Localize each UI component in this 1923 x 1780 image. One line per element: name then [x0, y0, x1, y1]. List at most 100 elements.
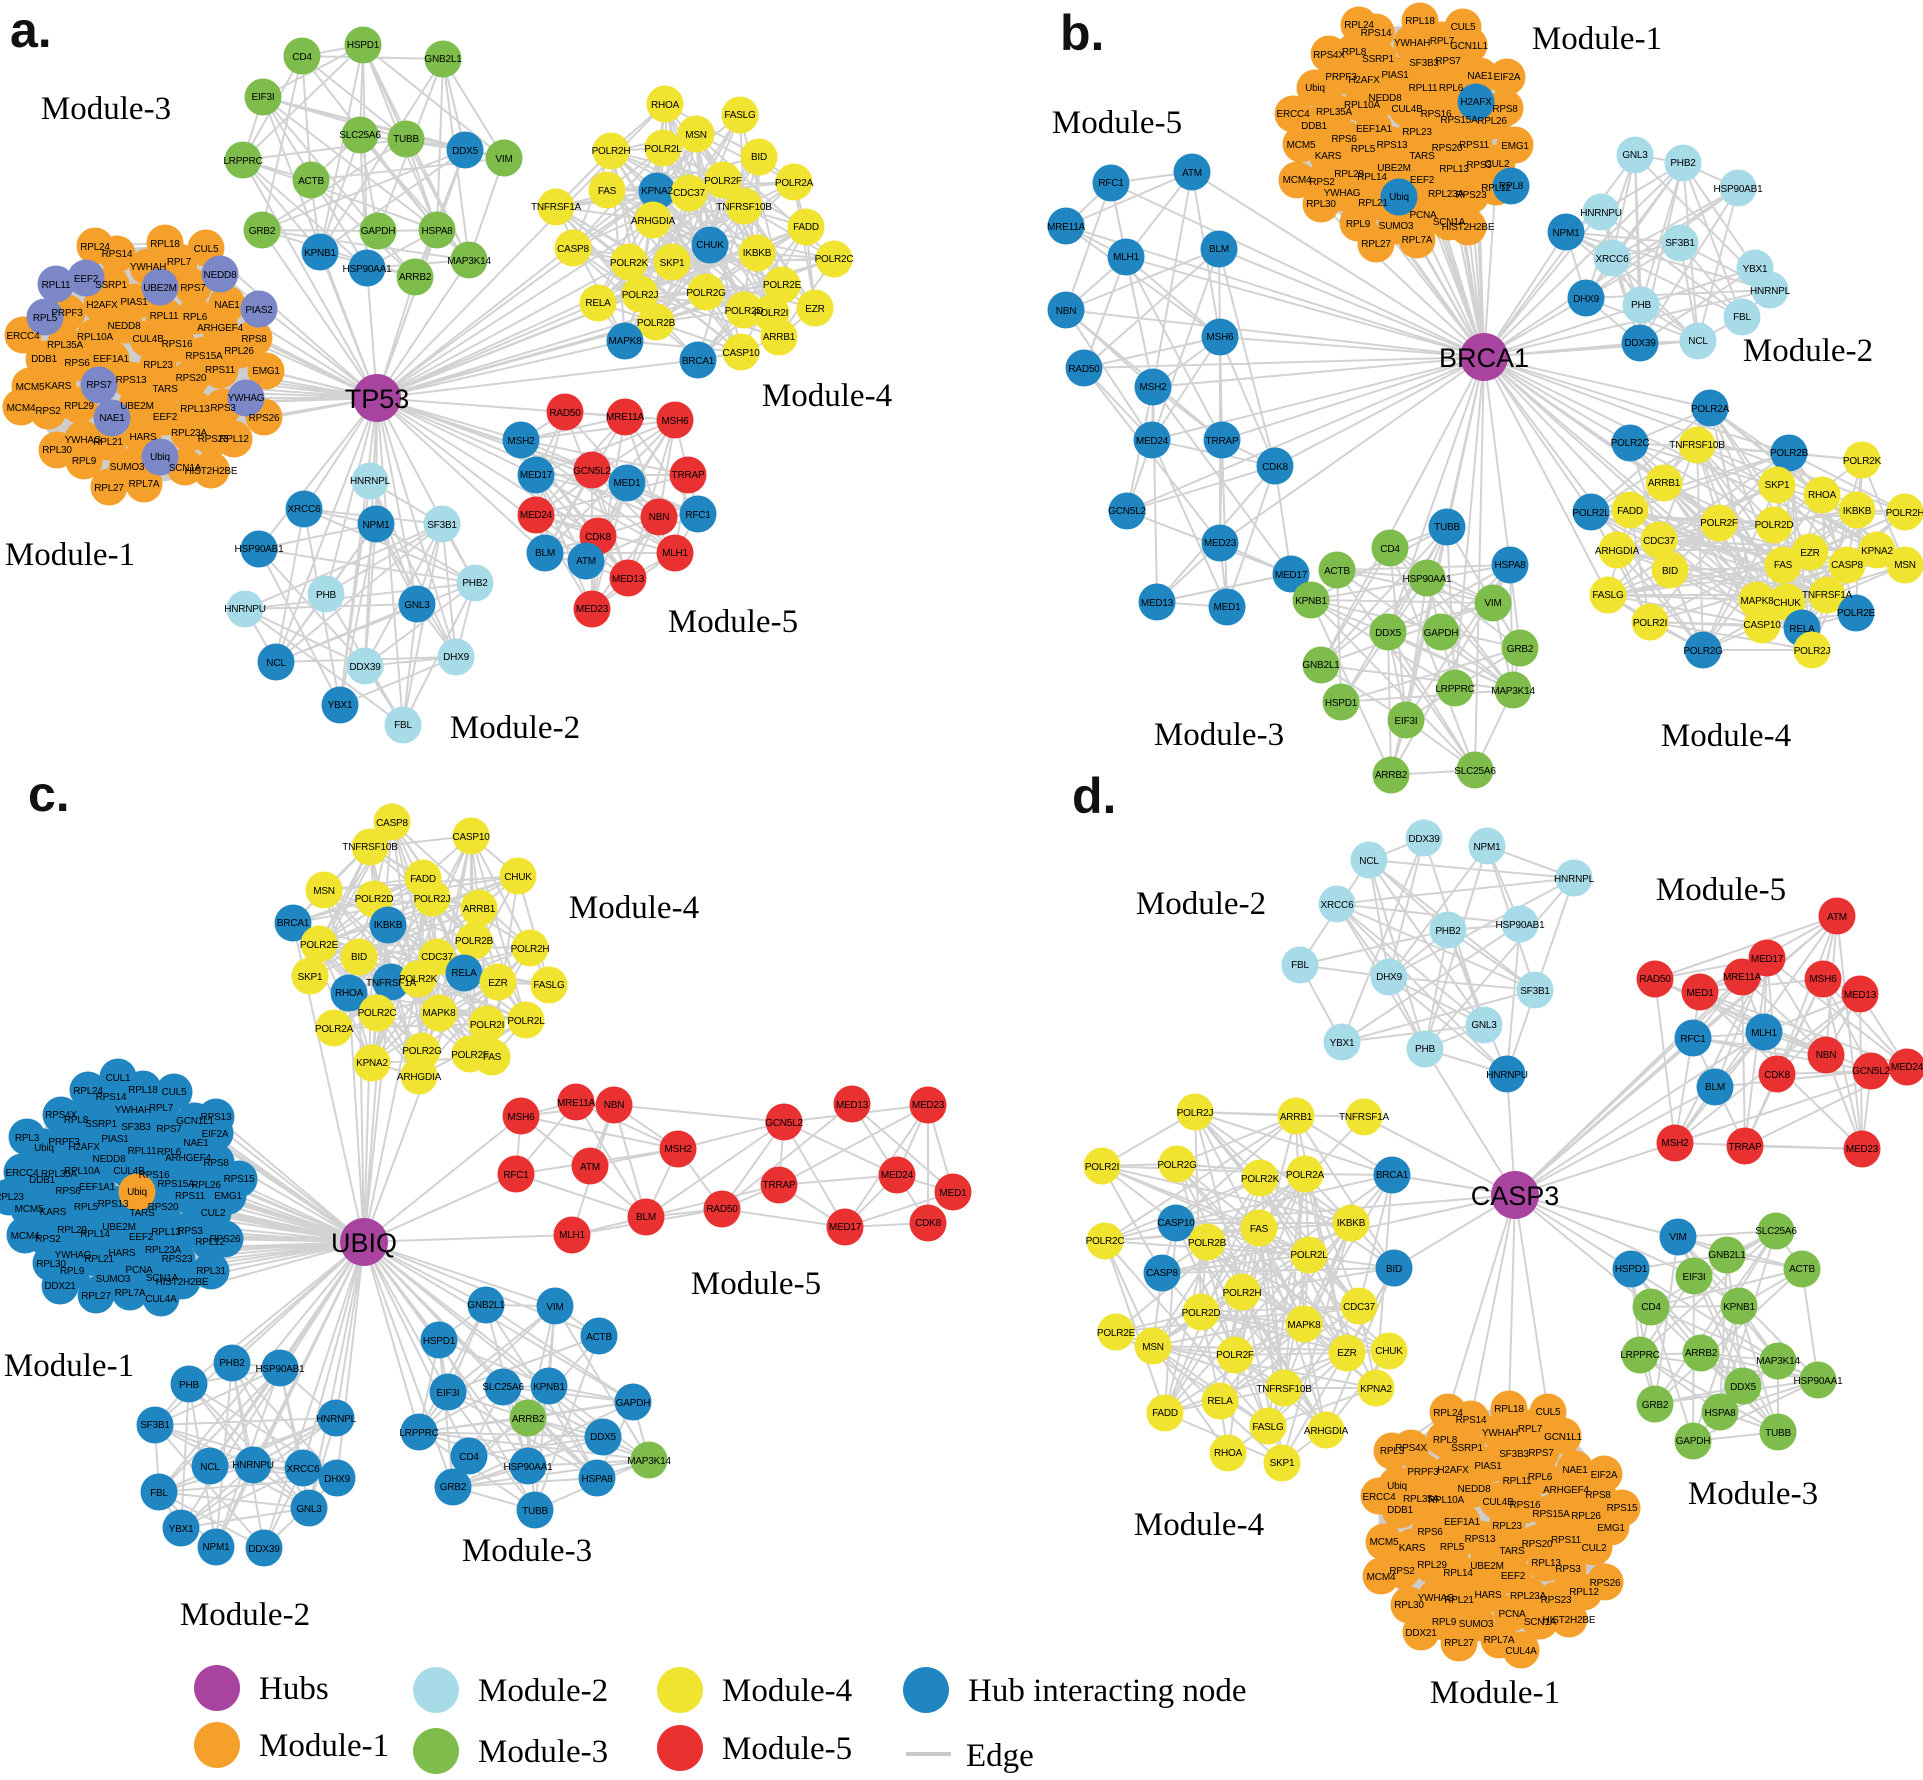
svg-text:POLR2D: POLR2D: [1182, 1308, 1221, 1319]
svg-text:CUL2: CUL2: [201, 1208, 226, 1219]
svg-text:FAS: FAS: [1250, 1224, 1269, 1235]
svg-text:MSH6: MSH6: [662, 416, 690, 427]
svg-text:TUBB: TUBB: [522, 1506, 548, 1517]
svg-text:MAPK8: MAPK8: [1288, 1320, 1322, 1331]
svg-text:ARHGEF4: ARHGEF4: [1543, 1485, 1589, 1496]
svg-text:ACTB: ACTB: [1789, 1264, 1815, 1275]
svg-text:RPL11: RPL11: [42, 280, 71, 291]
svg-text:RPL7A: RPL7A: [129, 479, 160, 490]
svg-text:NEDD8: NEDD8: [204, 270, 238, 281]
svg-text:KPNB1: KPNB1: [533, 1382, 565, 1393]
svg-text:RPS26: RPS26: [1590, 1578, 1621, 1589]
svg-text:MED17: MED17: [829, 1222, 862, 1233]
svg-text:DDX39: DDX39: [248, 1544, 280, 1555]
svg-text:EIF2A: EIF2A: [202, 1129, 229, 1140]
svg-text:RPL24: RPL24: [73, 1086, 103, 1097]
svg-text:NPM1: NPM1: [363, 520, 391, 531]
svg-text:POLR2F: POLR2F: [1700, 518, 1738, 529]
svg-text:GNB2L1: GNB2L1: [1708, 1250, 1746, 1261]
svg-text:MED1: MED1: [1687, 988, 1715, 999]
svg-text:RPL23: RPL23: [143, 360, 173, 371]
svg-text:POLR2H: POLR2H: [511, 944, 550, 955]
svg-text:MSH6: MSH6: [1810, 974, 1838, 985]
svg-text:TUBB: TUBB: [393, 134, 419, 145]
svg-text:LRPPRC: LRPPRC: [1620, 1350, 1659, 1361]
svg-text:ATM: ATM: [580, 1162, 600, 1173]
svg-text:RAD50: RAD50: [706, 1204, 738, 1215]
svg-text:RPS13: RPS13: [201, 1112, 232, 1123]
svg-text:RPS6: RPS6: [1331, 134, 1357, 145]
svg-text:ARHGDIA: ARHGDIA: [1595, 546, 1640, 557]
svg-text:HIST2H2BE: HIST2H2BE: [1442, 222, 1495, 233]
svg-text:POLR2B: POLR2B: [455, 936, 494, 947]
svg-text:CASP8: CASP8: [1146, 1268, 1178, 1279]
svg-text:ARRB2: ARRB2: [399, 272, 432, 283]
svg-text:HSPA8: HSPA8: [1494, 560, 1526, 571]
svg-text:LRPPRC: LRPPRC: [1435, 684, 1474, 695]
svg-text:CUL5: CUL5: [162, 1087, 187, 1098]
svg-text:RPS3: RPS3: [210, 403, 236, 414]
svg-text:EMG1: EMG1: [1597, 1523, 1625, 1534]
svg-text:ARHGDIA: ARHGDIA: [397, 1072, 442, 1083]
svg-text:MED13: MED13: [836, 1100, 869, 1111]
svg-text:RPL29: RPL29: [64, 401, 94, 412]
svg-text:EEF1A1: EEF1A1: [93, 354, 130, 365]
svg-text:HSPA8: HSPA8: [581, 1474, 613, 1485]
svg-text:RPS15: RPS15: [1607, 1503, 1638, 1514]
svg-text:POLR2E: POLR2E: [1837, 608, 1876, 619]
svg-text:RPS8: RPS8: [203, 1158, 229, 1169]
svg-text:NAE1: NAE1: [214, 300, 240, 311]
svg-text:EMG1: EMG1: [214, 1191, 242, 1202]
svg-text:RPL29: RPL29: [57, 1225, 87, 1236]
svg-text:TUBB: TUBB: [1434, 522, 1460, 533]
svg-text:RPS3: RPS3: [177, 1226, 203, 1237]
svg-text:KPNB1: KPNB1: [1723, 1302, 1755, 1313]
svg-text:LRPPRC: LRPPRC: [223, 156, 262, 167]
svg-text:RFC1: RFC1: [503, 1170, 529, 1181]
svg-text:RPL9: RPL9: [1346, 219, 1371, 230]
svg-text:TNFRSF10B: TNFRSF10B: [1256, 1384, 1312, 1395]
svg-text:XRCC6: XRCC6: [1321, 900, 1355, 911]
svg-text:POLR2H: POLR2H: [592, 146, 631, 157]
svg-text:PIAS1: PIAS1: [1381, 70, 1409, 81]
svg-text:HSP90AA1: HSP90AA1: [1794, 1376, 1844, 1387]
svg-text:Ubiq: Ubiq: [150, 452, 170, 463]
svg-text:MRE11A: MRE11A: [1047, 222, 1086, 233]
svg-text:DDX5: DDX5: [452, 146, 479, 157]
svg-text:MAP3K14: MAP3K14: [1491, 686, 1535, 697]
svg-text:NAE1: NAE1: [99, 413, 125, 424]
svg-text:EMG1: EMG1: [1501, 141, 1529, 152]
svg-text:SLC25A6: SLC25A6: [1755, 1226, 1797, 1237]
svg-text:ARHGDIA: ARHGDIA: [631, 216, 676, 227]
svg-text:POLR2A: POLR2A: [1691, 404, 1730, 415]
svg-text:MCM5: MCM5: [16, 382, 45, 393]
svg-text:POLR2K: POLR2K: [1843, 456, 1882, 467]
svg-text:MRE11A: MRE11A: [1723, 972, 1762, 983]
svg-text:Module-1: Module-1: [5, 537, 135, 573]
svg-text:RPL29: RPL29: [1334, 169, 1364, 180]
svg-text:H2AFX: H2AFX: [1437, 1465, 1469, 1476]
svg-text:RELA: RELA: [451, 968, 477, 979]
svg-text:NEDD8: NEDD8: [93, 1154, 127, 1165]
svg-text:XRCC6: XRCC6: [288, 504, 322, 515]
svg-text:POLR2F: POLR2F: [704, 176, 742, 187]
svg-text:EEF2: EEF2: [129, 1232, 154, 1243]
svg-text:RPS16: RPS16: [162, 339, 193, 350]
svg-text:POLR2H: POLR2H: [1223, 1288, 1262, 1299]
svg-text:DHX9: DHX9: [1573, 294, 1600, 305]
svg-text:HSP90AB1: HSP90AB1: [1714, 184, 1764, 195]
svg-text:RPL35A: RPL35A: [1316, 107, 1353, 118]
svg-text:FAS: FAS: [483, 1052, 502, 1063]
svg-text:RPS8: RPS8: [241, 334, 267, 345]
svg-text:TNFRSF10B: TNFRSF10B: [1669, 440, 1725, 451]
svg-text:RPL7: RPL7: [1518, 1424, 1543, 1435]
svg-text:CASP3: CASP3: [1471, 1181, 1560, 1211]
svg-text:RPL18: RPL18: [1494, 1404, 1524, 1415]
svg-text:Ubiq: Ubiq: [1389, 192, 1409, 203]
svg-text:HSP90AB1: HSP90AB1: [1496, 920, 1546, 931]
svg-text:HNRNPL: HNRNPL: [350, 476, 391, 487]
svg-text:BLM: BLM: [1209, 244, 1229, 255]
svg-text:CHUK: CHUK: [1375, 1346, 1403, 1357]
svg-text:MED24: MED24: [1136, 436, 1169, 447]
svg-text:HSPA8: HSPA8: [421, 226, 453, 237]
